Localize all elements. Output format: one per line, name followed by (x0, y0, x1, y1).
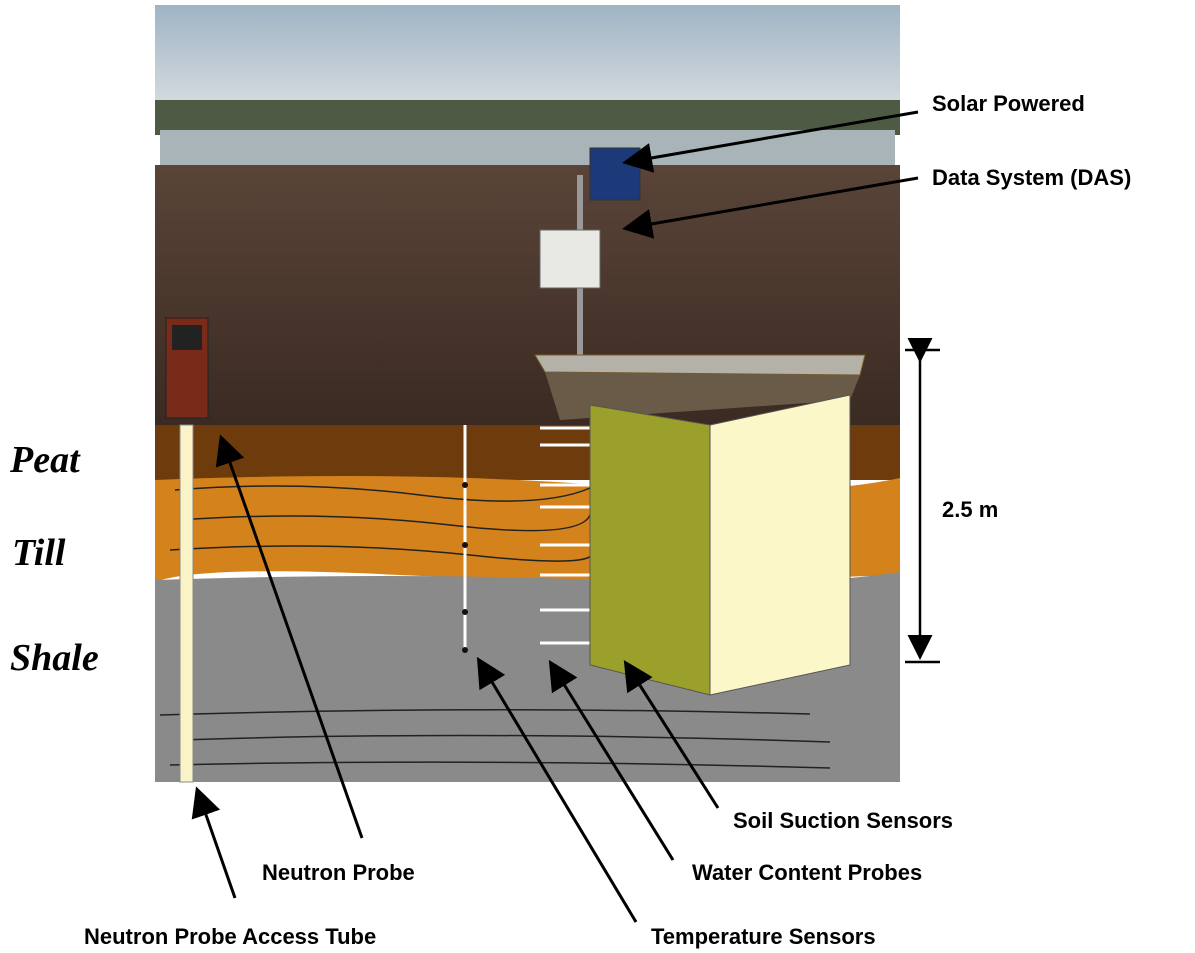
scene (155, 5, 900, 783)
callout: Water Content Probes (692, 860, 922, 885)
callout: Solar Powered (932, 91, 1085, 116)
layer-label: Shale (10, 637, 99, 679)
callout: Temperature Sensors (651, 924, 876, 949)
layer-label: Peat (9, 439, 81, 481)
callout: Neutron Probe Access Tube (84, 924, 376, 949)
callout: Soil Suction Sensors (733, 808, 953, 833)
callout: Neutron Probe (262, 860, 415, 885)
arrows (191, 110, 919, 923)
depth-arrow (905, 338, 940, 664)
callout: 2.5 m (942, 497, 998, 522)
layer-label: Till (12, 532, 66, 574)
callout: Data System (DAS) (932, 165, 1131, 190)
